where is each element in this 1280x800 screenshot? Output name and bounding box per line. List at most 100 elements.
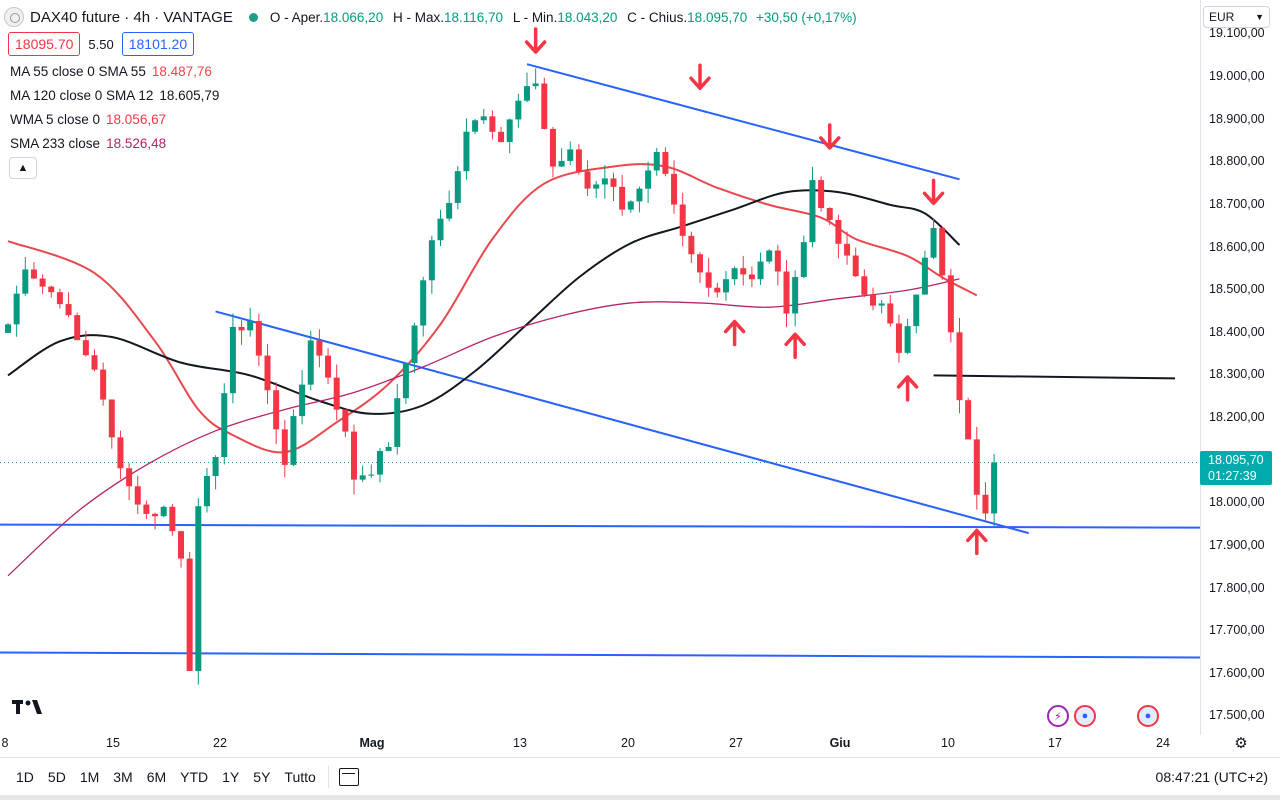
candle-body	[498, 131, 505, 143]
candle-body	[281, 429, 288, 465]
timeframe-5y[interactable]: 5Y	[253, 768, 271, 785]
up-arrow-marker	[784, 332, 806, 360]
candle-body	[844, 243, 851, 256]
candle-body	[965, 400, 972, 440]
candle-body	[402, 362, 409, 399]
candle-body	[203, 475, 210, 507]
symbol-title[interactable]: DAX40 future · 4h · VANTAGE	[30, 8, 233, 26]
candle-body	[359, 475, 366, 480]
price-tick-label: 17.700,00	[1209, 623, 1265, 638]
symbol-logo-icon[interactable]	[4, 7, 24, 27]
timeframe-1d[interactable]: 1D	[16, 768, 34, 785]
price-tick-label: 18.900,00	[1209, 111, 1265, 126]
down-arrow-marker	[819, 123, 841, 150]
time-tick-label: 8	[1, 736, 9, 750]
candle-body	[783, 271, 790, 314]
candle-body	[342, 409, 349, 432]
indicator-name: MA 55 close 0 SMA 55	[10, 64, 146, 79]
calendar-range-icon[interactable]	[338, 767, 359, 786]
economic-event-icon[interactable]: ●	[1137, 705, 1159, 727]
candle-body	[299, 384, 306, 417]
time-tick-label: 13	[513, 736, 527, 750]
candle-body	[930, 227, 937, 258]
price-chart[interactable]	[0, 0, 1200, 735]
bar-countdown: 01:27:39	[1208, 469, 1257, 483]
indicator-value: 18.487,76	[151, 64, 212, 79]
down-arrow-marker	[524, 27, 547, 54]
candle-body	[982, 494, 989, 514]
indicator-wma5[interactable]: WMA 5 close 0 18.056,67	[10, 112, 166, 127]
candle-body	[273, 390, 280, 430]
candle-body	[792, 277, 799, 314]
price-tick-label: 18.400,00	[1209, 324, 1265, 339]
candle-body	[212, 456, 219, 476]
candle-body	[489, 116, 496, 132]
indicator-sma233[interactable]: SMA 233 close 18.526,48	[10, 136, 166, 151]
candle-body	[748, 274, 755, 280]
candle-body	[238, 326, 245, 331]
candle-body	[394, 398, 401, 447]
candle-body	[636, 188, 643, 202]
candle-body	[463, 131, 470, 172]
candle-body	[878, 303, 885, 306]
toolbar-divider	[327, 765, 329, 788]
tradingview-logo-icon[interactable]	[12, 698, 44, 716]
time-tick-label: 15	[106, 736, 120, 750]
moving-average-line	[7, 163, 978, 454]
lightning-event-icon[interactable]: ⚡	[1047, 705, 1069, 727]
candle-body	[662, 152, 669, 174]
candle-body	[705, 272, 712, 288]
indicator-value: 18.526,48	[106, 136, 167, 151]
annotation-lines	[0, 63, 1200, 659]
bottom-toolbar: 1D 5D 1M 3M 6M YTD 1Y 5Y Tutto 08:47:21 …	[0, 757, 1280, 795]
candle-body	[5, 324, 11, 333]
high-label: H - Max.	[392, 9, 444, 25]
chevron-down-icon: ▼	[1255, 12, 1264, 22]
time-tick-label: 24	[1156, 736, 1170, 750]
last-price-label: 18.095,70 01:27:39	[1200, 451, 1272, 485]
time-axis[interactable]	[0, 735, 1200, 755]
timeframe-1y[interactable]: 1Y	[222, 768, 240, 785]
indicator-ma55[interactable]: MA 55 close 0 SMA 55 18.487,76	[10, 64, 212, 79]
collapse-legend-button[interactable]: ▲	[9, 157, 37, 179]
indicator-ma120[interactable]: MA 120 close 0 SMA 12 18.605,79	[10, 88, 219, 103]
horizontal-level-line	[0, 651, 1200, 659]
candle-body	[30, 269, 37, 279]
indicator-value: 18.056,67	[106, 112, 167, 127]
candle-body	[766, 250, 773, 262]
candle-body	[895, 323, 902, 353]
timeframe-6m[interactable]: 6M	[146, 768, 167, 785]
timeframe-3m[interactable]: 3M	[113, 768, 133, 785]
close-value: 18.095,70	[687, 9, 748, 25]
candle-body	[91, 355, 98, 370]
candle-body	[835, 219, 842, 244]
candle-body	[169, 506, 176, 532]
candle-body	[575, 149, 582, 172]
timeframe-5d[interactable]: 5D	[47, 768, 66, 785]
timeframe-all[interactable]: Tutto	[284, 768, 316, 785]
candle-body	[558, 160, 565, 167]
timeframe-1m[interactable]: 1M	[79, 768, 100, 785]
gear-icon[interactable]: ⚙	[1234, 735, 1248, 752]
chevron-up-icon: ▲	[17, 162, 29, 174]
timeframe-ytd[interactable]: YTD	[180, 768, 209, 785]
sell-button[interactable]: 18095.70	[8, 32, 81, 56]
low-value: 18.043,20	[557, 9, 618, 25]
up-arrow-marker	[723, 319, 746, 347]
candle-body	[913, 294, 920, 327]
price-axis[interactable]	[1200, 0, 1280, 735]
currency-value: EUR	[1209, 10, 1235, 24]
candle-body	[921, 257, 928, 295]
economic-event-icon[interactable]: ●	[1074, 705, 1096, 727]
candle-body	[229, 326, 236, 394]
down-arrow-marker	[922, 178, 945, 206]
candle-body	[186, 558, 193, 672]
candle-body	[904, 326, 911, 353]
high-value: 18.116,70	[443, 9, 504, 25]
currency-select[interactable]: EUR ▼	[1203, 6, 1270, 28]
clock[interactable]: 08:47:21 (UTC+2)	[1155, 768, 1268, 785]
buy-button[interactable]: 18101.20	[121, 32, 195, 56]
price-tick-label: 17.900,00	[1209, 537, 1265, 552]
time-tick-label: 20	[621, 736, 635, 750]
bottom-strip	[0, 795, 1280, 800]
